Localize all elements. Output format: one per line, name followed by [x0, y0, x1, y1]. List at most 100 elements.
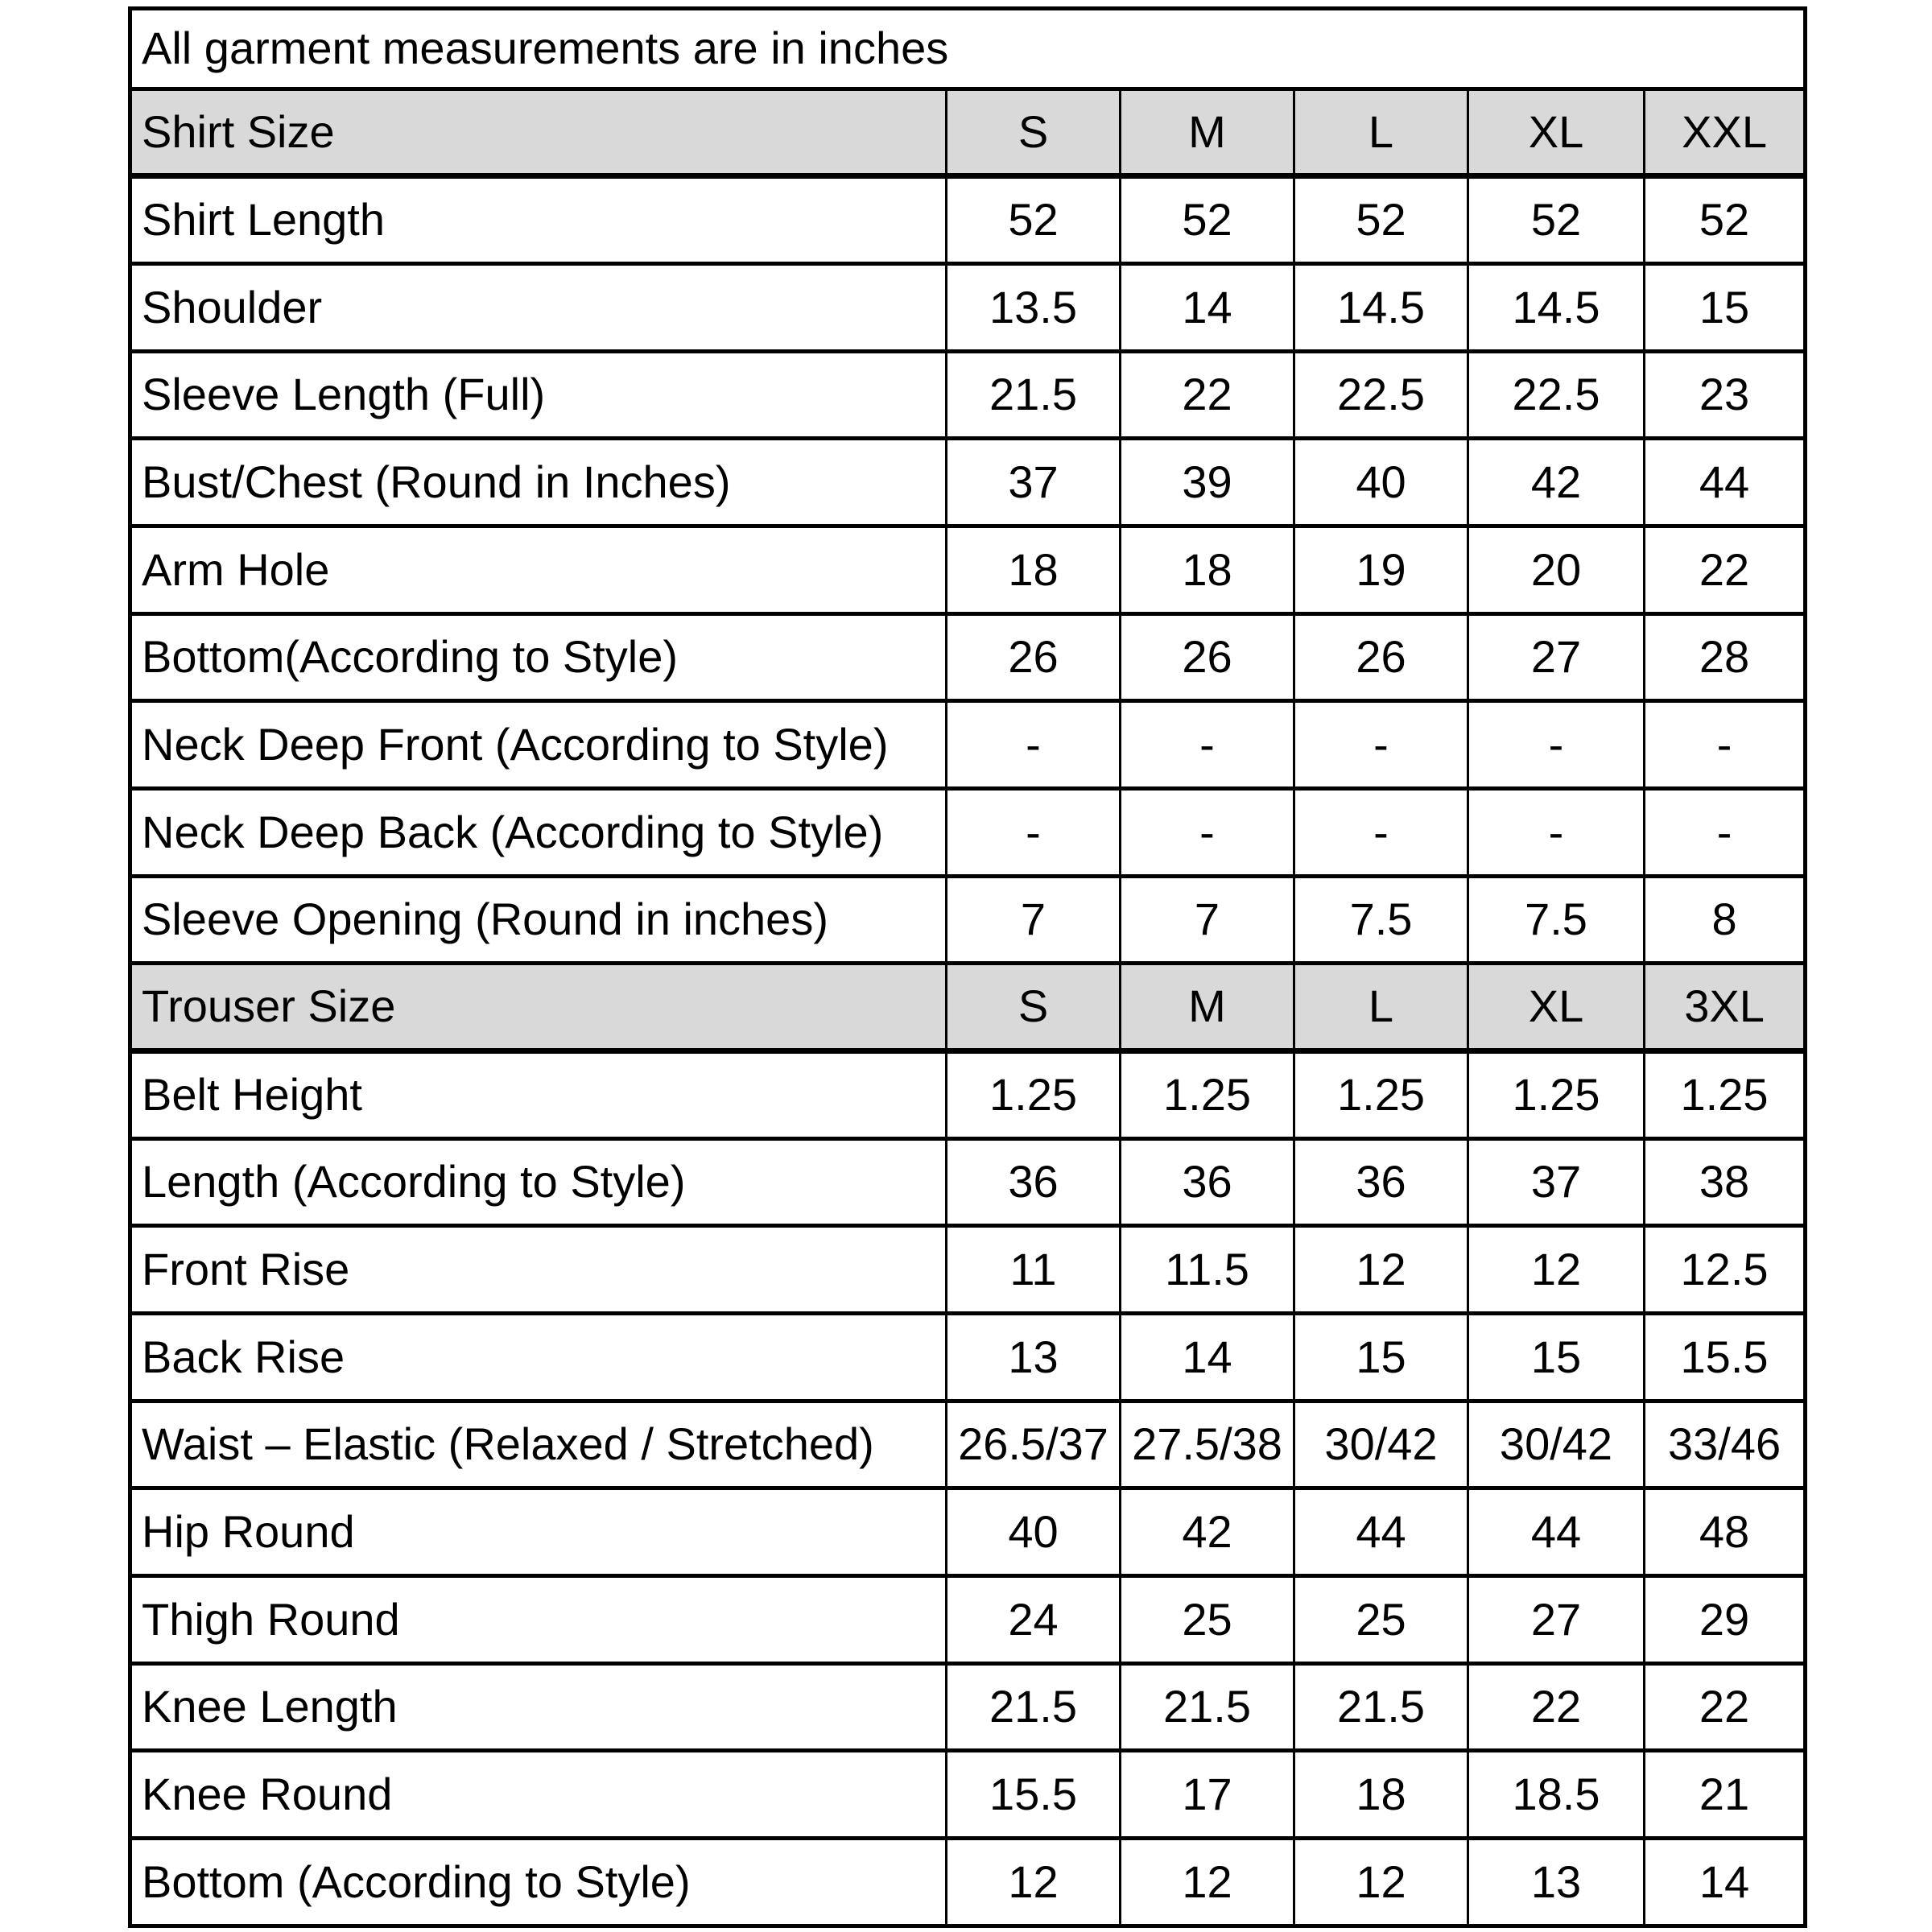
row-label: Bottom(According to Style) [129, 611, 947, 704]
table-row: Bottom (According to Style) 12 12 12 13 … [129, 1836, 1807, 1928]
table-row: Neck Deep Back (According to Style) - - … [129, 786, 1807, 878]
cell-value: 1.25 [1467, 1049, 1645, 1141]
cell-value: 1.25 [1642, 1049, 1807, 1141]
size-column-header: XXL [1642, 86, 1807, 180]
row-label: Back Rise [129, 1311, 947, 1403]
table-row: Belt Height 1.25 1.25 1.25 1.25 1.25 [129, 1049, 1807, 1141]
size-column-header: 3XL [1642, 961, 1807, 1055]
table-row: Bust/Chest (Round in Inches) 37 39 40 42… [129, 436, 1807, 528]
cell-value: 22.5 [1293, 349, 1469, 441]
cell-value: 21.5 [945, 349, 1121, 441]
size-column-header: M [1119, 961, 1295, 1055]
cell-value: - [945, 699, 1121, 791]
cell-value: 26.5/37 [945, 1398, 1121, 1491]
cell-value: 44 [1293, 1486, 1469, 1579]
cell-value: 21 [1642, 1748, 1807, 1841]
cell-value: - [1467, 699, 1645, 791]
table-row: Sleeve Opening (Round in inches) 7 7 7.5… [129, 873, 1807, 966]
cell-value: 36 [1293, 1136, 1469, 1228]
cell-value: 12 [1293, 1836, 1469, 1928]
row-label: Neck Deep Back (According to Style) [129, 786, 947, 878]
row-label: Sleeve Opening (Round in inches) [129, 873, 947, 966]
cell-value: 19 [1293, 523, 1469, 616]
cell-value: 13 [1467, 1836, 1645, 1928]
row-label: Arm Hole [129, 523, 947, 616]
table-row: Knee Round 15.5 17 18 18.5 21 [129, 1748, 1807, 1841]
cell-value: 22.5 [1467, 349, 1645, 441]
table-row: Thigh Round 24 25 25 27 29 [129, 1574, 1807, 1666]
cell-value: 40 [1293, 436, 1469, 528]
size-column-header: XL [1467, 86, 1645, 180]
cell-value: 36 [945, 1136, 1121, 1228]
cell-value: 7.5 [1293, 873, 1469, 966]
table-row: Knee Length 21.5 21.5 21.5 22 22 [129, 1661, 1807, 1753]
cell-value: - [945, 786, 1121, 878]
cell-value: 24 [945, 1574, 1121, 1666]
cell-value: 12 [1467, 1224, 1645, 1316]
cell-value: 15.5 [945, 1748, 1121, 1841]
cell-value: - [1642, 786, 1807, 878]
cell-value: - [1293, 786, 1469, 878]
cell-value: 20 [1467, 523, 1645, 616]
table-row: Sleeve Length (Full) 21.5 22 22.5 22.5 2… [129, 349, 1807, 441]
row-label: Shoulder [129, 261, 947, 353]
cell-value: 23 [1642, 349, 1807, 441]
cell-value: 44 [1467, 1486, 1645, 1579]
cell-value: 14 [1642, 1836, 1807, 1928]
cell-value: 27 [1467, 611, 1645, 704]
cell-value: 18 [945, 523, 1121, 616]
cell-value: 52 [945, 174, 1121, 266]
cell-value: 28 [1642, 611, 1807, 704]
row-label: Front Rise [129, 1224, 947, 1316]
row-label: Shirt Length [129, 174, 947, 266]
shirt-header-row: Shirt Size S M L XL XXL [129, 86, 1807, 180]
cell-value: 33/46 [1642, 1398, 1807, 1491]
cell-value: 39 [1119, 436, 1295, 528]
cell-value: 29 [1642, 1574, 1807, 1666]
table-row: Waist – Elastic (Relaxed / Stretched) 26… [129, 1398, 1807, 1491]
cell-value: - [1467, 786, 1645, 878]
size-column-header: XL [1467, 961, 1645, 1055]
cell-value: - [1642, 699, 1807, 791]
cell-value: 7 [945, 873, 1121, 966]
cell-value: - [1119, 786, 1295, 878]
cell-value: 1.25 [945, 1049, 1121, 1141]
table-row: Back Rise 13 14 15 15 15.5 [129, 1311, 1807, 1403]
cell-value: 52 [1119, 174, 1295, 266]
row-label: Neck Deep Front (According to Style) [129, 699, 947, 791]
cell-value: 42 [1467, 436, 1645, 528]
table-row: Shirt Length 52 52 52 52 52 [129, 174, 1807, 266]
cell-value: 15 [1293, 1311, 1469, 1403]
cell-value: 22 [1467, 1661, 1645, 1753]
cell-value: 8 [1642, 873, 1807, 966]
table-caption: All garment measurements are in inches [128, 6, 1807, 91]
row-label: Waist – Elastic (Relaxed / Stretched) [129, 1398, 947, 1491]
cell-value: 7.5 [1467, 873, 1645, 966]
table-row: Neck Deep Front (According to Style) - -… [129, 699, 1807, 791]
cell-value: 11.5 [1119, 1224, 1295, 1316]
cell-value: 25 [1293, 1574, 1469, 1666]
table-row: Arm Hole 18 18 19 20 22 [129, 523, 1807, 616]
cell-value: 15 [1467, 1311, 1645, 1403]
row-label: Bust/Chest (Round in Inches) [129, 436, 947, 528]
cell-value: 12 [945, 1836, 1121, 1928]
section-header-label: Trouser Size [129, 961, 947, 1055]
row-label: Knee Length [129, 1661, 947, 1753]
cell-value: 48 [1642, 1486, 1807, 1579]
cell-value: 44 [1642, 436, 1807, 528]
cell-value: 36 [1119, 1136, 1295, 1228]
cell-value: 18 [1119, 523, 1295, 616]
table-row: Hip Round 40 42 44 44 48 [129, 1486, 1807, 1579]
cell-value: 40 [945, 1486, 1121, 1579]
size-column-header: S [945, 86, 1121, 180]
cell-value: 52 [1293, 174, 1469, 266]
cell-value: 12 [1119, 1836, 1295, 1928]
cell-value: 26 [1293, 611, 1469, 704]
cell-value: 14 [1119, 1311, 1295, 1403]
cell-value: 37 [1467, 1136, 1645, 1228]
row-label: Belt Height [129, 1049, 947, 1141]
cell-value: 26 [1119, 611, 1295, 704]
cell-value: 52 [1642, 174, 1807, 266]
table-row: Length (According to Style) 36 36 36 37 … [129, 1136, 1807, 1228]
cell-value: 27.5/38 [1119, 1398, 1295, 1491]
